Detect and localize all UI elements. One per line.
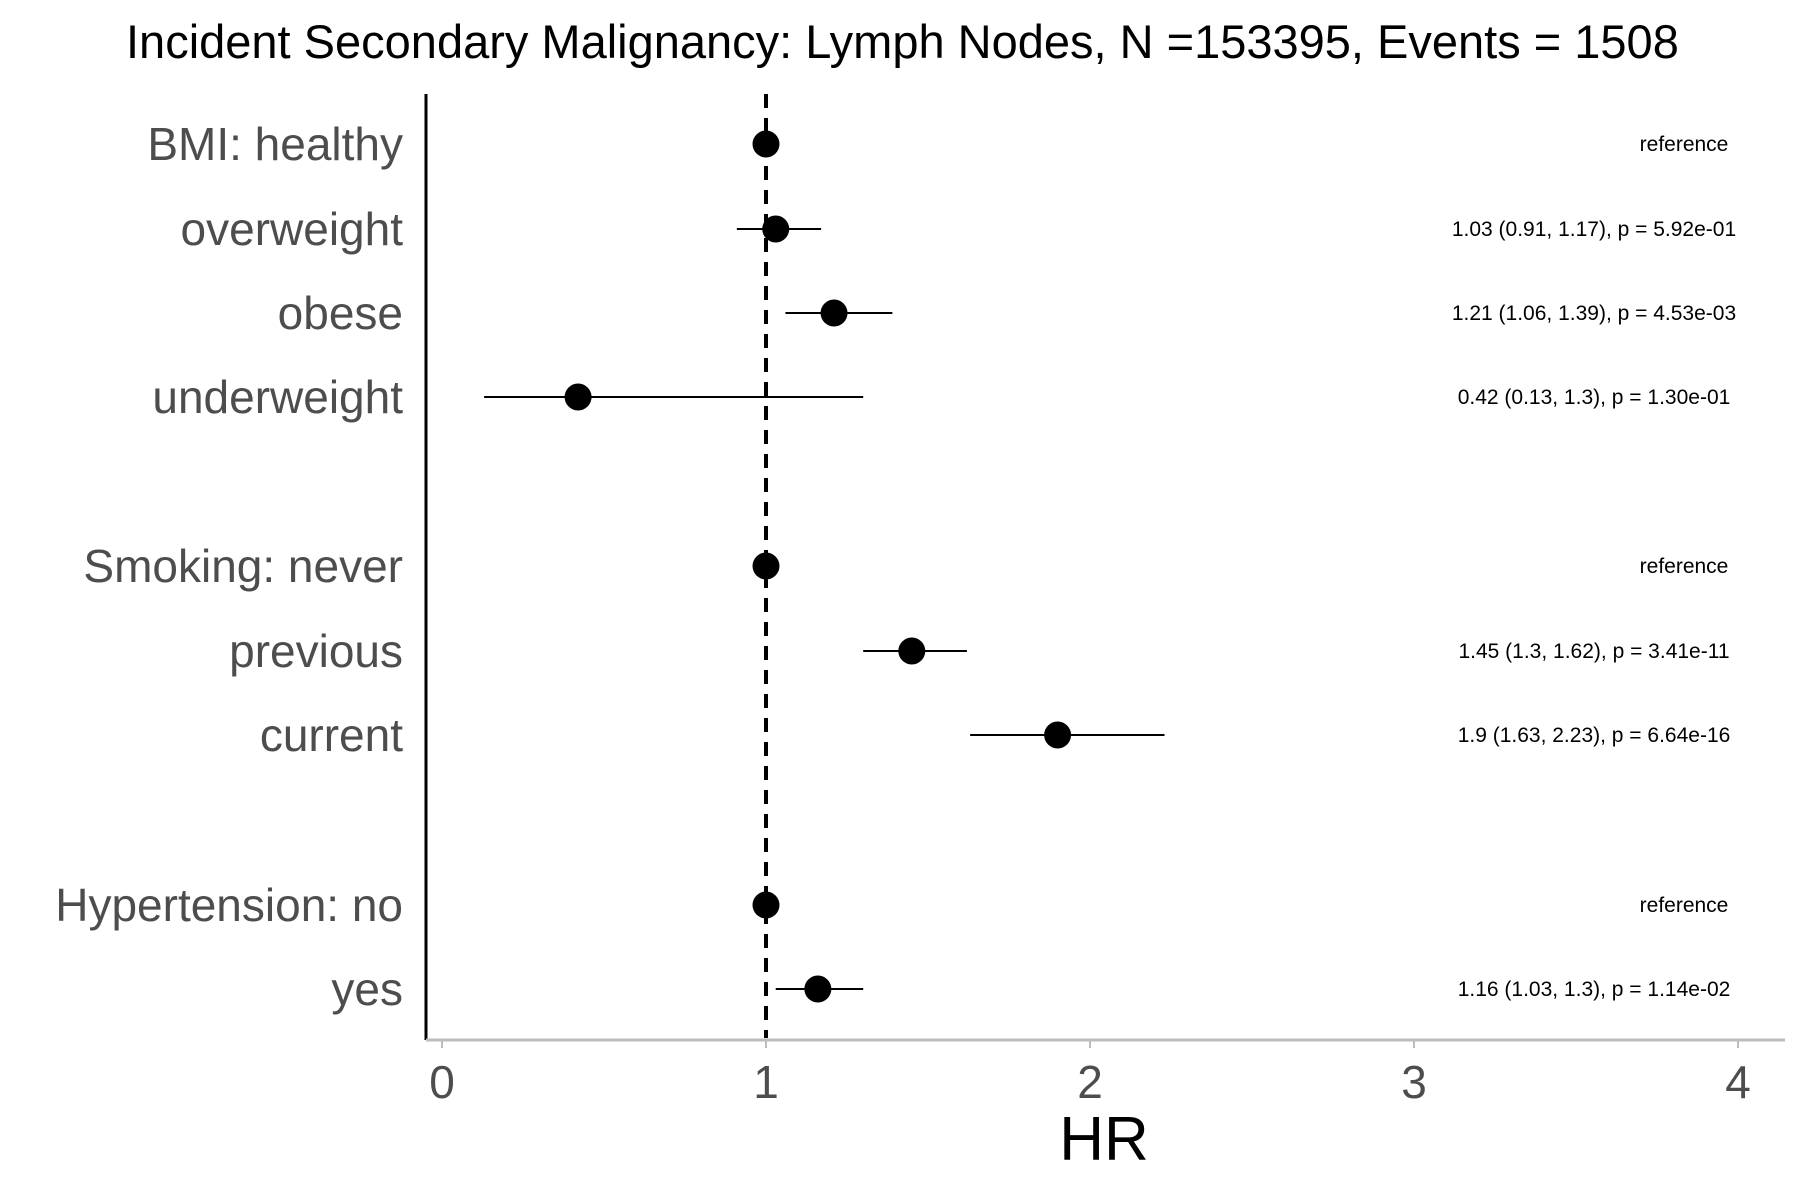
x-tick-label: 2 <box>1077 1056 1103 1108</box>
row-label: yes <box>331 963 403 1015</box>
row-label: overweight <box>181 203 404 255</box>
hr-point <box>762 215 790 243</box>
hr-estimate-label: reference <box>1640 555 1729 578</box>
hr-estimate-label: reference <box>1640 894 1729 917</box>
row-label: current <box>260 709 403 761</box>
hr-point <box>752 552 780 580</box>
row-label: BMI: healthy <box>147 118 403 170</box>
hr-point <box>564 383 592 411</box>
hr-estimate-label: 1.9 (1.63, 2.23), p = 6.64e-16 <box>1458 724 1731 747</box>
hr-point <box>898 637 926 665</box>
chart-title: Incident Secondary Malignancy: Lymph Nod… <box>126 15 1679 68</box>
x-axis-title: HR <box>1059 1105 1149 1174</box>
hr-estimate-label: 1.03 (0.91, 1.17), p = 5.92e-01 <box>1452 218 1736 241</box>
hr-estimate-label: 1.21 (1.06, 1.39), p = 4.53e-03 <box>1452 302 1736 325</box>
row-label: Smoking: never <box>83 540 403 592</box>
x-tick-label: 3 <box>1401 1056 1427 1108</box>
row-label: Hypertension: no <box>55 879 403 931</box>
x-tick-label: 4 <box>1725 1056 1751 1108</box>
x-tick-label: 0 <box>429 1056 455 1108</box>
row-label: underweight <box>152 371 403 423</box>
hr-point <box>820 299 848 327</box>
hr-estimate-label: 1.45 (1.3, 1.62), p = 3.41e-11 <box>1458 640 1729 663</box>
hr-point <box>752 130 780 158</box>
hr-estimate-label: 0.42 (0.13, 1.3), p = 1.30e-01 <box>1458 386 1731 409</box>
row-label: obese <box>278 287 403 339</box>
row-label: previous <box>229 625 403 677</box>
x-tick-label: 1 <box>753 1056 779 1108</box>
hr-point <box>804 975 832 1003</box>
hr-point <box>1044 721 1072 749</box>
hr-point <box>752 891 780 919</box>
hr-estimate-label: reference <box>1640 133 1729 156</box>
hr-estimate-label: 1.16 (1.03, 1.3), p = 1.14e-02 <box>1458 978 1731 1001</box>
